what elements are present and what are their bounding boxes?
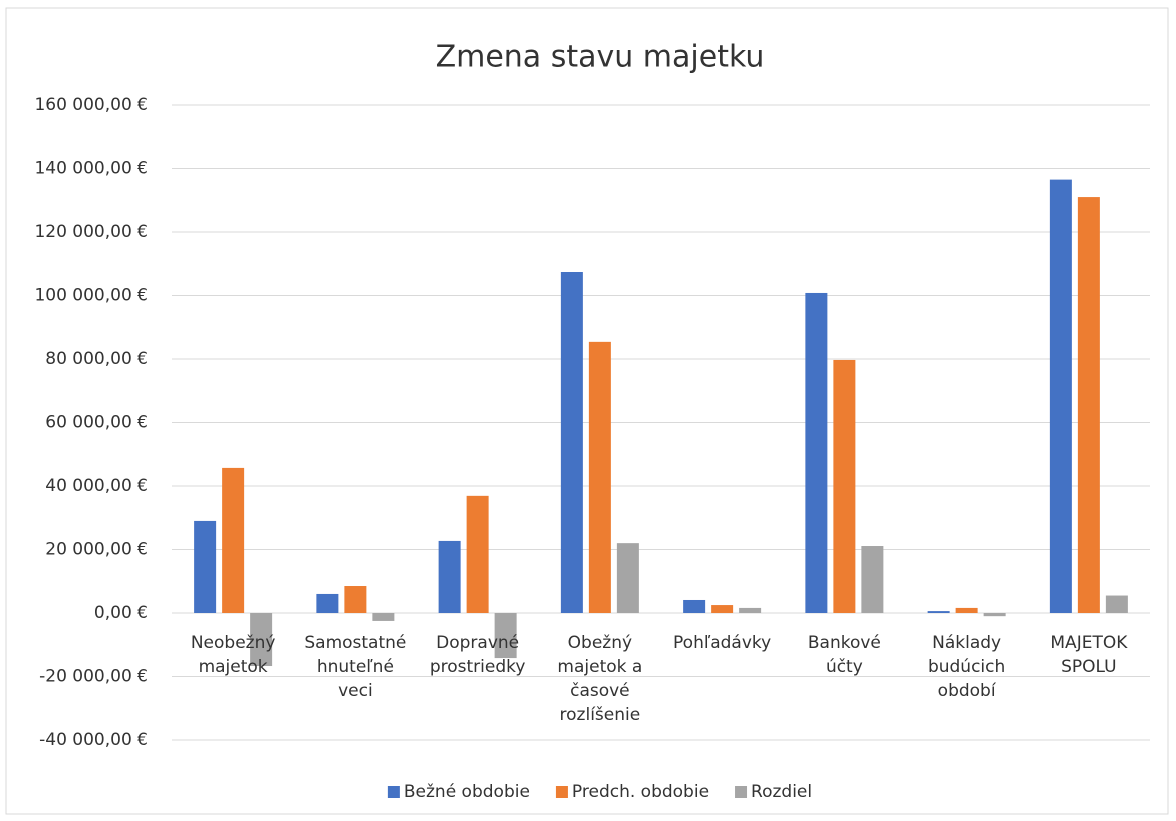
x-tick-label: Dopravné prostriedky xyxy=(429,633,526,677)
bar xyxy=(494,613,517,659)
legend-swatch xyxy=(555,786,568,798)
y-tick-label: 20 000,00 € xyxy=(45,540,148,560)
legend-swatch xyxy=(387,786,400,798)
bar xyxy=(250,613,273,667)
bar xyxy=(316,593,339,613)
y-tick-label: 120 000,00 € xyxy=(34,222,148,242)
y-tick-label: 80 000,00 € xyxy=(45,349,148,369)
bar xyxy=(861,546,884,613)
x-tick-label: Neobežný majetok xyxy=(190,633,276,677)
x-tick-label: Náklady budúcich období xyxy=(927,633,1006,701)
bar xyxy=(588,341,611,613)
y-tick-label: 140 000,00 € xyxy=(34,159,148,179)
legend-label: Rozdiel xyxy=(751,782,812,802)
x-tick-label: Bankové účty xyxy=(807,633,881,677)
y-tick-label: 160 000,00 € xyxy=(34,95,148,115)
y-tick-label: 40 000,00 € xyxy=(45,476,148,496)
y-tick-label: 0,00 € xyxy=(94,603,148,623)
x-tick-label: Pohľadávky xyxy=(673,633,772,653)
bar xyxy=(1077,197,1100,613)
bar xyxy=(805,292,828,613)
x-tick-label: Samostatné hnuteľné veci xyxy=(304,633,407,701)
bar xyxy=(616,543,639,613)
chart-border xyxy=(5,7,1169,815)
bar xyxy=(438,540,461,613)
bar xyxy=(1049,179,1072,614)
y-tick-label: -20 000,00 € xyxy=(39,667,148,687)
x-tick-label: MAJETOK SPOLU xyxy=(1050,633,1128,677)
bar xyxy=(560,272,583,613)
legend-label: Bežné obdobie xyxy=(404,782,530,802)
bar xyxy=(833,359,856,613)
bar xyxy=(739,607,762,613)
legend-label: Predch. obdobie xyxy=(572,782,709,802)
bar xyxy=(344,586,367,613)
y-tick-label: -40 000,00 € xyxy=(39,730,148,750)
legend-swatch xyxy=(735,786,748,798)
y-tick-label: 100 000,00 € xyxy=(34,286,148,306)
bar xyxy=(955,607,978,613)
bar xyxy=(194,520,217,613)
y-tick-label: 60 000,00 € xyxy=(45,413,148,433)
bar xyxy=(222,467,245,613)
bar xyxy=(683,599,706,613)
bar xyxy=(1105,595,1128,613)
bar xyxy=(466,495,489,613)
chart-title: Zmena stavu majetku xyxy=(436,40,765,75)
bar xyxy=(983,613,1006,617)
x-tick-label: Obežný majetok a časové rozlíšenie xyxy=(557,633,643,725)
bar xyxy=(372,613,395,621)
bar xyxy=(711,605,734,613)
bar xyxy=(927,611,950,613)
